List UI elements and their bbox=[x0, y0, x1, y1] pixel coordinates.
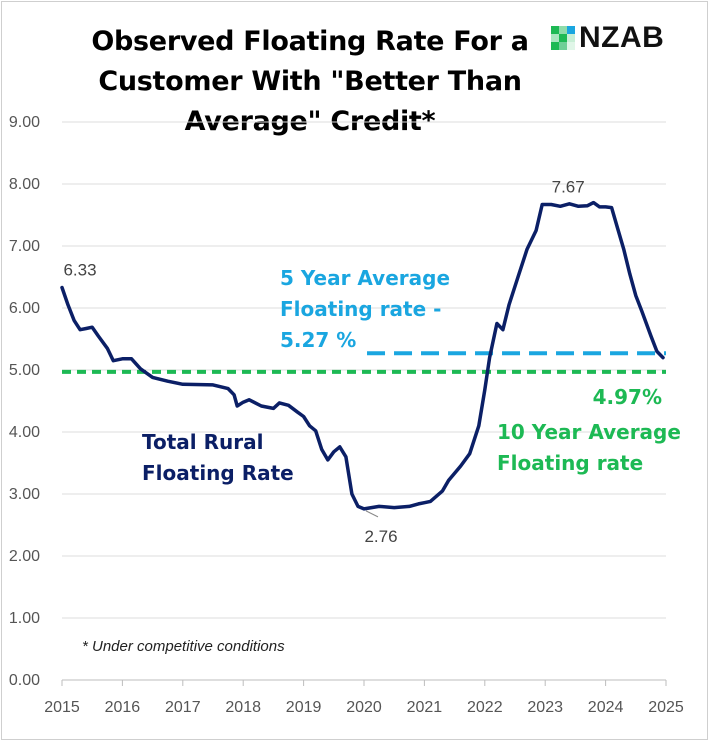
ten-year-value-label: 4.97% bbox=[593, 385, 662, 409]
y-tick-label-7: 7.00 bbox=[9, 238, 40, 255]
y-tick-label-2: 2.00 bbox=[9, 548, 40, 565]
y-tick-label-8: 8.00 bbox=[9, 176, 40, 193]
brand-name: NZAB bbox=[579, 21, 665, 54]
x-tick-label-4: 2019 bbox=[286, 699, 322, 716]
x-tick-label-3: 2018 bbox=[225, 699, 261, 716]
series-label-line-0: Total Rural bbox=[142, 430, 263, 454]
y-tick-label-9: 9.00 bbox=[9, 114, 40, 131]
x-tick-label-1: 2016 bbox=[105, 699, 141, 716]
y-tick-label-6: 6.00 bbox=[9, 300, 40, 317]
data-label-leader-2-76 bbox=[365, 510, 379, 518]
brand-logo: NZAB bbox=[551, 21, 665, 54]
x-tick-label-10: 2025 bbox=[648, 699, 684, 716]
x-tick-label-9: 2024 bbox=[588, 699, 624, 716]
ten-year-label-line-1: Floating rate bbox=[497, 451, 643, 475]
ten-year-label-line-0: 10 Year Average bbox=[497, 420, 681, 444]
x-tick-label-6: 2021 bbox=[407, 699, 443, 716]
x-tick-label-7: 2022 bbox=[467, 699, 503, 716]
x-tick-label-2: 2017 bbox=[165, 699, 201, 716]
y-tick-label-0: 0.00 bbox=[9, 672, 40, 689]
chart-title-line-2: Customer With "Better Than bbox=[98, 66, 522, 97]
brand-mosaic-icon bbox=[551, 26, 575, 50]
y-tick-label-5: 5.00 bbox=[9, 362, 40, 379]
data-label-7-67: 7.67 bbox=[552, 177, 585, 196]
data-label-6-33: 6.33 bbox=[63, 261, 96, 280]
chart-title-line-1: Observed Floating Rate For a bbox=[91, 26, 529, 57]
series-label-line-1: Floating Rate bbox=[142, 461, 294, 485]
five-year-label-line-2: 5.27 % bbox=[280, 328, 356, 352]
y-tick-label-4: 4.00 bbox=[9, 424, 40, 441]
chart-footnote: * Under competitive conditions bbox=[82, 638, 285, 655]
five-year-label-line-1: Floating rate - bbox=[280, 297, 441, 321]
five-year-label-line-0: 5 Year Average bbox=[280, 266, 450, 290]
x-tick-label-8: 2023 bbox=[527, 699, 563, 716]
y-tick-label-1: 1.00 bbox=[9, 610, 40, 627]
series-line-total-rural-floating-rate bbox=[60, 200, 665, 511]
x-tick-label-5: 2020 bbox=[346, 699, 382, 716]
y-tick-label-3: 3.00 bbox=[9, 486, 40, 503]
data-label-2-76: 2.76 bbox=[364, 527, 397, 546]
x-tick-label-0: 2015 bbox=[44, 699, 80, 716]
